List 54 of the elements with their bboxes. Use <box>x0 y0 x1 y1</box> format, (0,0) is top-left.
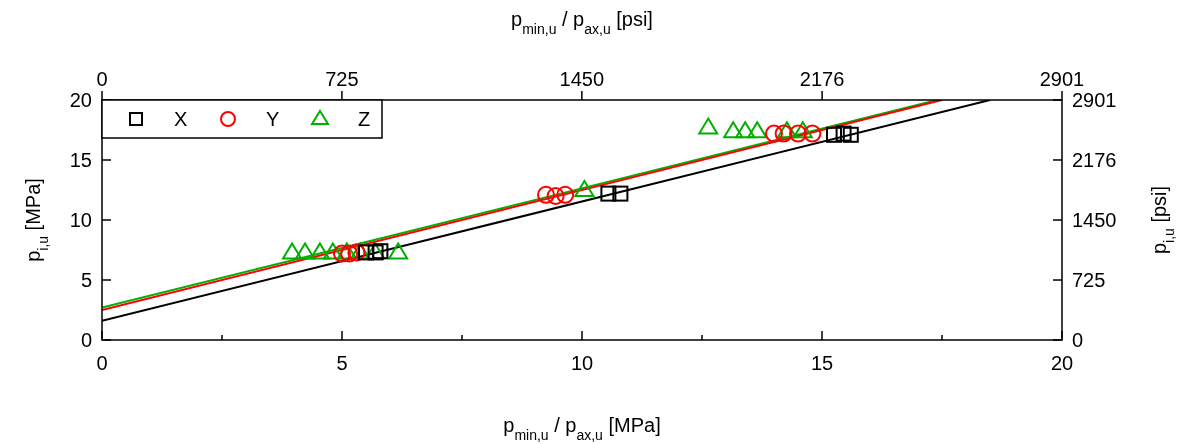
point <box>747 121 768 139</box>
x2-tick-label: 1450 <box>559 68 605 90</box>
y2-tick-label: 0 <box>1072 329 1084 351</box>
point <box>546 187 565 205</box>
x2-tick-label: 0 <box>96 68 108 90</box>
point <box>336 242 357 260</box>
point <box>347 243 366 262</box>
point <box>842 126 859 143</box>
point <box>698 117 719 135</box>
point <box>835 125 852 142</box>
x2-tick-label: 2901 <box>1039 68 1085 90</box>
point <box>333 244 351 263</box>
point <box>765 124 783 143</box>
x-tick-label: 0 <box>96 352 108 374</box>
legend-label: X <box>174 108 188 130</box>
point <box>792 121 813 139</box>
y2-tick-label: 2176 <box>1072 148 1117 171</box>
x2-tick-label: 2176 <box>799 68 845 90</box>
x2-axis-title: p$_{min,u}$ / p$_{ax,u}$ [psi] <box>511 8 653 37</box>
x-tick-label: 15 <box>810 352 834 374</box>
y-tick-label: 20 <box>69 89 92 111</box>
point <box>295 242 316 260</box>
x2-tick-label: 725 <box>325 68 359 90</box>
point <box>826 126 842 143</box>
point <box>803 124 822 143</box>
point <box>735 121 756 139</box>
point <box>322 242 343 260</box>
legend-label: Y <box>266 108 280 130</box>
point <box>282 242 303 260</box>
y2-tick-label: 2901 <box>1072 89 1117 111</box>
y-tick-label: 15 <box>69 149 92 171</box>
point <box>723 121 744 139</box>
legend-label: Z <box>358 108 371 130</box>
point <box>789 124 807 143</box>
point <box>612 185 629 202</box>
x-tick-label: 20 <box>1050 352 1074 374</box>
point <box>556 185 575 204</box>
y2-tick-label: 725 <box>1072 269 1106 292</box>
x-axis-title: p$_{min,u}$ / p$_{ax,u}$ [MPa] <box>503 414 661 443</box>
x-tick-label: 10 <box>570 352 594 374</box>
point <box>388 242 409 260</box>
point <box>776 121 797 139</box>
point <box>309 242 330 260</box>
x-tick-label: 5 <box>336 352 348 374</box>
point <box>372 243 389 260</box>
y-tick-label: 0 <box>80 329 92 351</box>
y-tick-label: 5 <box>80 269 92 291</box>
y2-tick-label: 1450 <box>1072 209 1117 232</box>
point <box>574 180 595 197</box>
point <box>774 124 793 143</box>
point <box>537 185 555 204</box>
point <box>600 185 617 202</box>
y-tick-label: 10 <box>69 209 92 231</box>
point <box>340 244 359 263</box>
